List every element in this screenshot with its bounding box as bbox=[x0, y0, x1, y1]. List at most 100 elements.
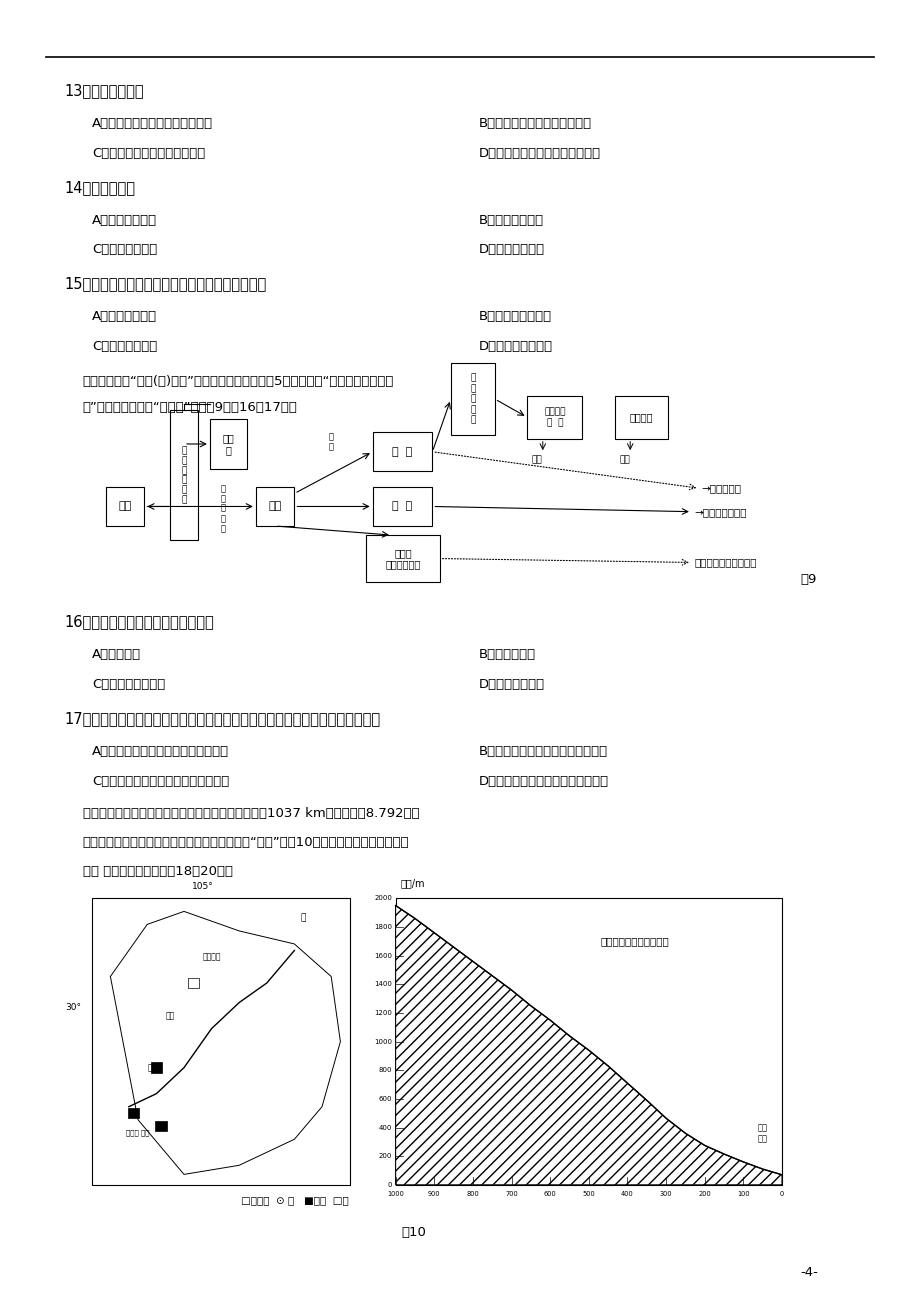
Text: 13．该流域新墓区: 13．该流域新墓区 bbox=[64, 83, 144, 99]
Text: 废水: 废水 bbox=[618, 456, 630, 465]
Text: D．河流水量减少: D．河流水量减少 bbox=[478, 243, 544, 256]
Text: 图10: 图10 bbox=[401, 1226, 426, 1240]
Text: D．大力发展畜牧业: D．大力发展畜牧业 bbox=[478, 340, 552, 353]
Text: 江: 江 bbox=[301, 914, 306, 922]
Text: 六盘水 贵阳: 六盘水 贵阳 bbox=[126, 1129, 150, 1137]
Text: -4-: -4- bbox=[800, 1266, 818, 1279]
Text: 700: 700 bbox=[505, 1191, 517, 1198]
Text: 1000: 1000 bbox=[373, 1039, 391, 1044]
Text: 17．近年来，该地区逐渐形成上图所示的发展模式。有关该模式的说法正确的是: 17．近年来，该地区逐渐形成上图所示的发展模式。有关该模式的说法正确的是 bbox=[64, 711, 380, 727]
Text: 洗煤: 洗煤 bbox=[268, 501, 281, 512]
Text: A．实现了环境效益，减少了经济收益: A．实现了环境效益，减少了经济收益 bbox=[92, 745, 229, 758]
Text: →京津唐地区: →京津唐地区 bbox=[700, 483, 740, 493]
Text: 合成氨、化肂、甲醇等: 合成氨、化肂、甲醇等 bbox=[694, 557, 756, 568]
Text: 煤
泥: 煤 泥 bbox=[221, 514, 226, 533]
Text: 方千米。以流急、滩多、谷狭而闻名于世，号称“天险”。图10为乌江流域及梯级开发示意: 方千米。以流急、滩多、谷狭而闻名于世，号称“天险”。图10为乌江流域及梯级开发示… bbox=[83, 836, 409, 849]
Text: 100: 100 bbox=[736, 1191, 749, 1198]
Text: 600: 600 bbox=[543, 1191, 556, 1198]
Text: D．区域空间分布形式表现为点状: D．区域空间分布形式表现为点状 bbox=[478, 147, 600, 160]
Text: □石灰岩  ⊙ 汞   ■煎炭  □铝: □石灰岩 ⊙ 汞 ■煎炭 □铝 bbox=[240, 1195, 348, 1206]
Text: 填
煤
矿
塌
陷
区: 填 煤 矿 塌 陷 区 bbox=[181, 447, 187, 504]
Text: 烟”，被人们戏称为“黑三角”。据图9完成16～17题。: 烟”，被人们戏称为“黑三角”。据图9完成16～17题。 bbox=[83, 401, 298, 414]
Text: 乌江是长江上游南岸最大支流，贵州第一大河，干流1037 km，流域面积8.792万平: 乌江是长江上游南岸最大支流，贵州第一大河，干流1037 km，流域面积8.792… bbox=[83, 807, 419, 820]
Text: 0: 0 bbox=[779, 1191, 783, 1198]
FancyBboxPatch shape bbox=[255, 487, 294, 526]
Text: 图9: 图9 bbox=[800, 573, 816, 586]
Text: 1000: 1000 bbox=[387, 1191, 403, 1198]
Text: 彭水: 彭水 bbox=[165, 1012, 175, 1019]
FancyBboxPatch shape bbox=[92, 898, 349, 1185]
FancyBboxPatch shape bbox=[366, 535, 439, 582]
Text: 煤
泥: 煤 泥 bbox=[328, 432, 334, 450]
Text: 海拔/m: 海拔/m bbox=[400, 878, 425, 888]
Text: D．高新技术工业: D．高新技术工业 bbox=[478, 678, 544, 691]
Text: 采煤: 采煤 bbox=[119, 501, 131, 512]
Text: 30°: 30° bbox=[65, 1003, 81, 1012]
Text: 2000: 2000 bbox=[374, 896, 391, 901]
Text: A．食品工业: A．食品工业 bbox=[92, 648, 141, 661]
FancyBboxPatch shape bbox=[527, 396, 582, 439]
Text: B．高耗能工业: B．高耗能工业 bbox=[478, 648, 535, 661]
FancyBboxPatch shape bbox=[372, 487, 432, 526]
Text: C．加强了资源开发利用的广度和深度: C．加强了资源开发利用的广度和深度 bbox=[92, 775, 229, 788]
Text: B．区域的界线与行政边界一致: B．区域的界线与行政边界一致 bbox=[478, 117, 591, 130]
Text: C．加强矿产开发: C．加强矿产开发 bbox=[92, 340, 157, 353]
FancyBboxPatch shape bbox=[372, 432, 432, 471]
Text: A．禁止经济活动: A．禁止经济活动 bbox=[92, 310, 157, 323]
Text: 乌江干流梯级开发剑面图: 乌江干流梯级开发剑面图 bbox=[600, 936, 669, 947]
FancyBboxPatch shape bbox=[151, 1062, 162, 1073]
Text: 硫（瞅）
酸  厂: 硫（瞅） 酸 厂 bbox=[543, 408, 565, 427]
Text: B．绿洲面积增加: B．绿洲面积增加 bbox=[478, 214, 543, 227]
Text: 600: 600 bbox=[378, 1096, 391, 1101]
FancyBboxPatch shape bbox=[210, 419, 246, 469]
FancyBboxPatch shape bbox=[395, 898, 781, 1185]
Text: 废气: 废气 bbox=[531, 456, 542, 465]
Text: 1800: 1800 bbox=[373, 924, 391, 930]
Polygon shape bbox=[395, 906, 781, 1185]
Text: 1200: 1200 bbox=[374, 1010, 391, 1016]
Text: 陕西榆林地区“乌金(煤)遍地”，资源非常丰富，但在5年前，该地“村村点火，处处冒: 陕西榆林地区“乌金(煤)遍地”，资源非常丰富，但在5年前，该地“村村点火，处处冒 bbox=[83, 375, 393, 388]
Text: 16．在资源开发初期，当地适合发展: 16．在资源开发初期，当地适合发展 bbox=[64, 615, 214, 630]
Text: 300: 300 bbox=[659, 1191, 672, 1198]
FancyBboxPatch shape bbox=[170, 410, 198, 540]
Text: C．农产品加工工业: C．农产品加工工业 bbox=[92, 678, 165, 691]
Text: 焦  化: 焦 化 bbox=[391, 501, 413, 512]
FancyBboxPatch shape bbox=[155, 1121, 166, 1131]
Text: 水水
库块: 水水 库块 bbox=[757, 1124, 766, 1143]
Text: 15．综合治理和保护塔里木盆地绻洲的合理措施是: 15．综合治理和保护塔里木盆地绻洲的合理措施是 bbox=[64, 276, 267, 292]
Text: 1600: 1600 bbox=[373, 953, 391, 958]
Text: 污水处理: 污水处理 bbox=[629, 413, 652, 422]
Text: 重庆涕陵: 重庆涕陵 bbox=[202, 953, 221, 961]
Text: B．减少了生产规模，延长了产业链: B．减少了生产规模，延长了产业链 bbox=[478, 745, 607, 758]
Text: 化工厂
（精细化工）: 化工厂 （精细化工） bbox=[385, 548, 420, 569]
Text: 800: 800 bbox=[466, 1191, 479, 1198]
Text: D．扩大了污染范围和污染物的来源: D．扩大了污染范围和污染物的来源 bbox=[478, 775, 607, 788]
FancyBboxPatch shape bbox=[128, 1108, 139, 1118]
Text: 200: 200 bbox=[698, 1191, 710, 1198]
Text: 14．图中甲表示: 14．图中甲表示 bbox=[64, 180, 135, 195]
Text: 200: 200 bbox=[378, 1154, 391, 1159]
FancyBboxPatch shape bbox=[187, 978, 199, 988]
Text: 105°: 105° bbox=[191, 881, 213, 891]
Text: 道真: 道真 bbox=[147, 1064, 156, 1072]
FancyBboxPatch shape bbox=[450, 363, 494, 435]
Text: 1400: 1400 bbox=[374, 982, 391, 987]
Text: 0: 0 bbox=[387, 1182, 391, 1187]
Text: 发  电: 发 电 bbox=[391, 447, 413, 457]
Text: A．区域发展的决定性因素是水源: A．区域发展的决定性因素是水源 bbox=[92, 117, 213, 130]
Text: 煤
筳
石: 煤 筳 石 bbox=[221, 484, 226, 513]
Text: 400: 400 bbox=[620, 1191, 633, 1198]
Text: A．土壤盐分增加: A．土壤盐分增加 bbox=[92, 214, 157, 227]
Text: 水泥
厂: 水泥 厂 bbox=[222, 434, 233, 454]
Text: 400: 400 bbox=[378, 1125, 391, 1130]
Text: 900: 900 bbox=[427, 1191, 440, 1198]
Text: 图。 阅读图文资料，完成18～20题。: 图。 阅读图文资料，完成18～20题。 bbox=[83, 865, 233, 878]
FancyBboxPatch shape bbox=[106, 487, 144, 526]
Text: B．节约并合理用水: B．节约并合理用水 bbox=[478, 310, 550, 323]
Text: C．区域内部农业生产无相似性: C．区域内部农业生产无相似性 bbox=[92, 147, 205, 160]
Text: 固
体
废
弃
物: 固 体 废 弃 物 bbox=[470, 374, 475, 424]
Text: →焦油、工业苯等: →焦油、工业苯等 bbox=[694, 506, 746, 517]
Text: 800: 800 bbox=[378, 1068, 391, 1073]
Text: 500: 500 bbox=[582, 1191, 595, 1198]
Text: C．冰川融水减少: C．冰川融水减少 bbox=[92, 243, 157, 256]
